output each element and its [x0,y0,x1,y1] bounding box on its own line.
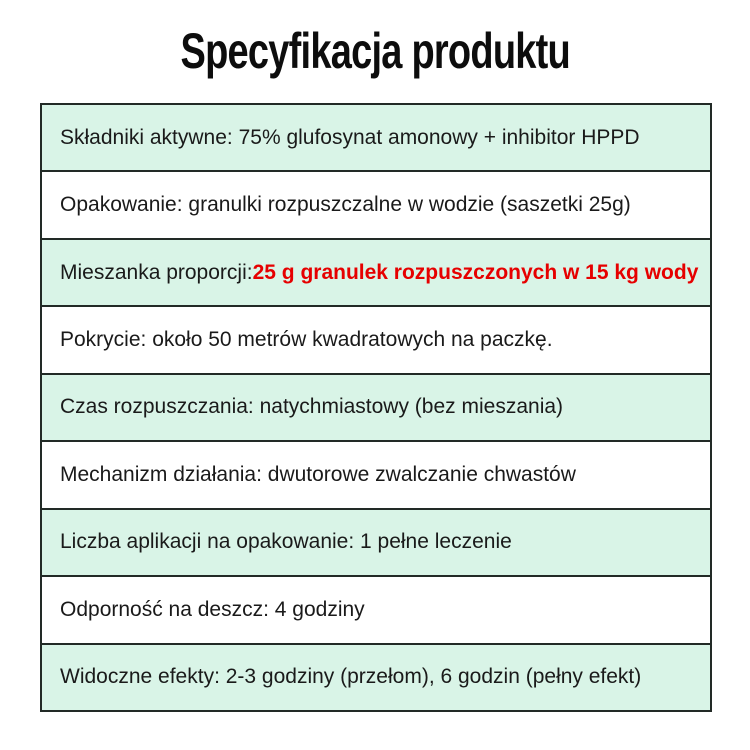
row-text: Mieszanka proporcji: [60,260,253,284]
row-text: Składniki aktywne: 75% glufosynat amonow… [60,125,640,149]
table-row: Widoczne efekty: 2-3 godziny (przełom), … [42,644,710,710]
row-text: Pokrycie: około 50 metrów kwadratowych n… [60,328,553,352]
row-text: Odporność na deszcz: 4 godziny [60,597,365,621]
table-row: Czas rozpuszczania: natychmiastowy (bez … [42,374,710,443]
row-text: Widoczne efekty: 2-3 godziny (przełom), … [60,665,642,689]
row-highlight-value: 25 g granulek rozpuszczonych w 15 kg wod… [252,260,699,284]
row-text: Liczba aplikacji na opakowanie: 1 pełne … [60,530,512,554]
row-text: Mechanizm działania: dwutorowe zwalczani… [60,462,576,486]
table-row: Odporność na deszcz: 4 godziny [42,577,710,645]
page-title-text: Specyfikacja produktu [180,23,570,79]
table-row: Liczba aplikacji na opakowanie: 1 pełne … [42,509,710,578]
table-row: Mechanizm działania: dwutorowe zwalczani… [42,442,710,510]
row-text: Opakowanie: granulki rozpuszczalne w wod… [60,193,631,217]
page-title: Specyfikacja produktu [0,22,750,80]
row-text: Czas rozpuszczania: natychmiastowy (bez … [60,395,564,419]
table-row: Opakowanie: granulki rozpuszczalne w wod… [42,172,710,240]
table-row: Składniki aktywne: 75% glufosynat amonow… [42,105,710,173]
table-row: Mieszanka proporcji: 25 g granulek rozpu… [42,239,710,308]
spec-table: Składniki aktywne: 75% glufosynat amonow… [40,103,712,712]
table-row: Pokrycie: około 50 metrów kwadratowych n… [42,307,710,375]
